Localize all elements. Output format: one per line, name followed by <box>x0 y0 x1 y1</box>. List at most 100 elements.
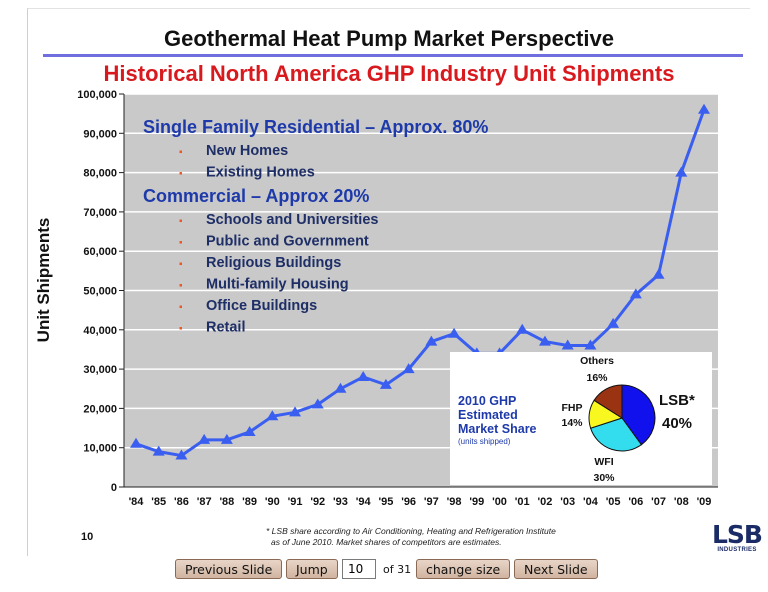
pie-slice <box>589 417 643 452</box>
data-point <box>175 449 188 460</box>
data-point <box>334 382 347 393</box>
x-tick-label: '95 <box>378 496 393 508</box>
y-tick-label: 80,000 <box>83 168 117 180</box>
x-tick-label: '85 <box>151 496 166 508</box>
pie-slice <box>593 384 623 419</box>
data-point <box>607 317 620 328</box>
data-point <box>289 406 302 417</box>
data-point <box>152 445 165 456</box>
data-point <box>425 335 438 346</box>
pie-title-line: Market Share <box>458 422 537 436</box>
data-point <box>311 398 324 409</box>
slide-page-number: 10 <box>81 531 94 543</box>
x-tick-label: '92 <box>310 496 325 508</box>
x-tick-label: '94 <box>356 496 372 508</box>
footnote-line-2: as of June 2010. Market shares of compet… <box>271 537 502 547</box>
data-point <box>516 323 529 334</box>
data-point <box>538 335 551 346</box>
x-tick-label: '07 <box>651 496 666 508</box>
x-tick-label: '96 <box>401 496 416 508</box>
lsb-logo: LSB INDUSTRIES <box>712 520 763 553</box>
shipments-chart: 0 10,000 20,000 30,000 40,000 50,000 60,000 70,… <box>77 89 718 508</box>
next-slide-button[interactable]: Next Slide <box>514 559 598 579</box>
bullet-icon: ▪ <box>179 259 183 270</box>
bullet-icon: ▪ <box>179 216 183 227</box>
data-point <box>130 437 142 448</box>
pie-label-name: Others <box>580 355 614 367</box>
x-tick-label: '97 <box>424 496 439 508</box>
data-point <box>584 339 597 350</box>
data-point <box>266 410 279 421</box>
x-tick-label: '84 <box>129 496 145 508</box>
bullet-icon: ▪ <box>179 302 183 313</box>
pie-label-name: FHP <box>562 402 583 414</box>
x-tick-label: '05 <box>606 496 621 508</box>
bullet-icon: ▪ <box>179 281 183 292</box>
bullet-icon: ▪ <box>179 169 183 180</box>
pie-inset-background <box>450 352 712 485</box>
x-tick-label: '03 <box>560 496 575 508</box>
data-point <box>243 425 256 436</box>
title-divider <box>43 54 743 57</box>
logo-subtext: INDUSTRIES <box>717 547 757 553</box>
commercial-item: Multi-family Housing <box>206 277 349 293</box>
bullet-icon: ▪ <box>179 147 183 158</box>
data-point <box>448 327 461 338</box>
commercial-item: Schools and Universities <box>206 212 378 228</box>
data-point <box>675 166 688 177</box>
y-tick-label: 60,000 <box>83 246 117 258</box>
x-tick-label: '02 <box>538 496 553 508</box>
slide-title: Geothermal Heat Pump Market Perspective <box>164 26 614 51</box>
pie-note: (units shipped) <box>458 437 511 446</box>
data-point <box>402 363 415 374</box>
x-tick-label: '89 <box>242 496 257 508</box>
y-tick-label: 100,000 <box>77 89 117 101</box>
pie-label-name: LSB* <box>659 392 695 409</box>
x-tick-label: '04 <box>583 496 599 508</box>
pie-slice <box>621 384 656 446</box>
footnote-line-1: * LSB share according to Air Conditionin… <box>266 526 556 536</box>
x-tick-label: '01 <box>515 496 530 508</box>
pie-title-line: 2010 GHP <box>458 394 516 408</box>
pie-label-value: 14% <box>561 417 583 429</box>
logo-text: LSB <box>712 520 763 549</box>
y-tick-label: 30,000 <box>83 364 117 376</box>
change-size-button[interactable]: change size <box>416 559 511 579</box>
slide-navigation: Previous Slide Jump of 31 change size Ne… <box>0 558 768 584</box>
data-point <box>652 268 665 279</box>
page-count-label: of 31 <box>383 563 412 576</box>
bullet-icon: ▪ <box>179 324 183 335</box>
data-point <box>379 378 392 389</box>
data-point <box>561 339 574 350</box>
y-tick-label: 0 <box>111 482 117 494</box>
residential-heading: Single Family Residential – Approx. 80% <box>143 117 488 137</box>
x-tick-label: '90 <box>265 496 280 508</box>
jump-button[interactable]: Jump <box>286 559 338 579</box>
x-tick-label: '93 <box>333 496 348 508</box>
previous-slide-button[interactable]: Previous Slide <box>175 559 283 579</box>
y-tick-label: 50,000 <box>83 286 117 298</box>
y-tick-label: 10,000 <box>83 443 117 455</box>
x-tick-label: '87 <box>197 496 212 508</box>
data-point <box>198 433 211 444</box>
y-tick-label: 90,000 <box>83 128 117 140</box>
bullet-icon: ▪ <box>179 238 183 249</box>
x-tick-label: '86 <box>174 496 189 508</box>
chart-title: Historical North America GHP Industry Un… <box>103 61 675 86</box>
x-tick-label: '08 <box>674 496 689 508</box>
commercial-item: Retail <box>206 320 246 336</box>
y-tick-label: 40,000 <box>83 325 117 337</box>
commercial-heading: Commercial – Approx 20% <box>143 186 369 206</box>
y-tick-label: 20,000 <box>83 403 117 415</box>
commercial-item: Office Buildings <box>206 298 317 314</box>
page-number-input[interactable] <box>342 559 376 579</box>
pie-label-value: 16% <box>586 372 608 384</box>
x-tick-label: '06 <box>628 496 643 508</box>
x-tick-label: '00 <box>492 496 507 508</box>
data-point <box>220 433 233 444</box>
pie-title-line: Estimated <box>458 408 518 422</box>
x-tick-label: '98 <box>447 496 462 508</box>
footnote: * LSB share according to Air Conditionin… <box>266 526 556 548</box>
commercial-item: Religious Buildings <box>206 255 341 271</box>
commercial-item: Public and Government <box>206 234 369 250</box>
